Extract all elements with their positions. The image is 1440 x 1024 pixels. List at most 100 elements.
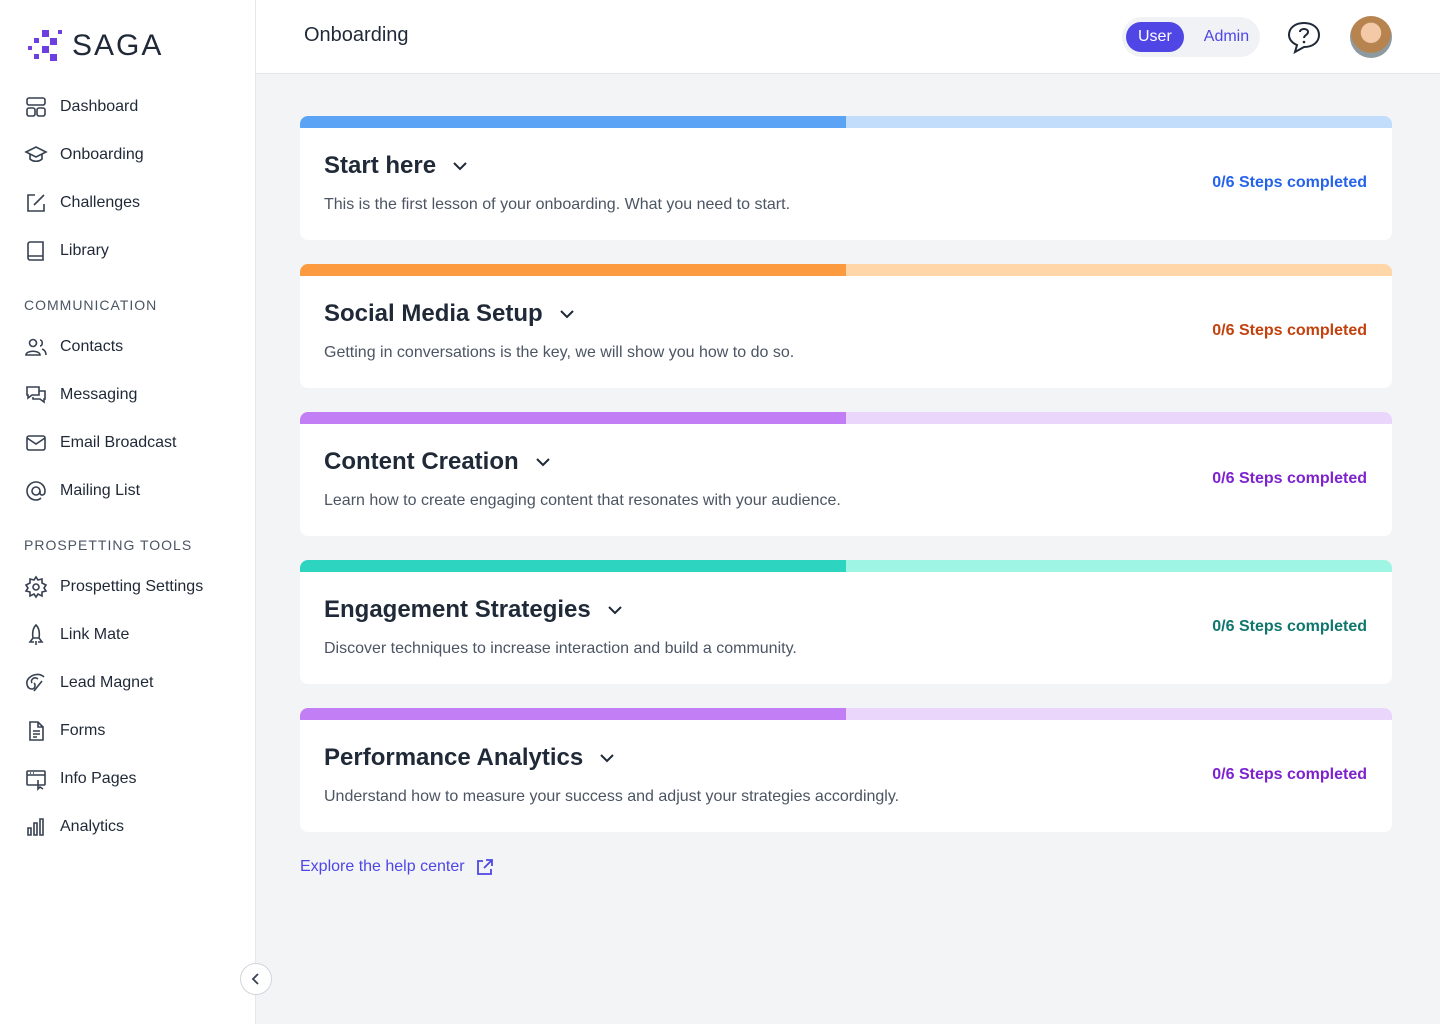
lesson-progress: 0/6 Steps completed xyxy=(1212,618,1367,635)
sidebar: SAGA Dashboard Onboarding Challenges Librar… xyxy=(0,0,272,1024)
lesson-heading: Start here xyxy=(324,152,470,180)
lesson-card[interactable]: Engagement Strategies Discover techniques… xyxy=(300,560,1392,684)
chevron-down[interactable] xyxy=(557,304,577,324)
nav-icon xyxy=(24,146,48,163)
lesson-title: Performance Analytics xyxy=(324,744,584,771)
nav-item[interactable]: Contacts xyxy=(24,323,244,371)
nav-icon xyxy=(26,386,46,404)
nav-icon xyxy=(25,338,47,356)
external-icon xyxy=(476,859,493,875)
lesson-title: Start here xyxy=(324,152,437,179)
lesson-description: Discover techniques to increase interact… xyxy=(324,640,797,657)
nav-item[interactable]: Challenges xyxy=(24,179,244,227)
nav-icon xyxy=(24,575,48,599)
lesson-description: This is the first lesson of your onboard… xyxy=(324,196,791,213)
nav-item[interactable]: Library xyxy=(24,227,244,275)
brand-name: SAGA xyxy=(72,29,164,62)
nav-item[interactable]: Mailing List xyxy=(24,467,244,515)
bar-right xyxy=(846,116,1392,128)
nav-heading: PROSPETTING TOOLS xyxy=(24,537,193,553)
bar-right xyxy=(846,560,1392,572)
nav-icon xyxy=(26,97,46,117)
nav-label: Library xyxy=(60,242,109,259)
lesson-description: Understand how to measure your success a… xyxy=(324,788,900,805)
page-title: Onboarding xyxy=(304,24,409,46)
nav-label: Onboarding xyxy=(60,146,144,163)
lesson-bar xyxy=(300,264,1392,276)
help-link[interactable]: Explore the help center xyxy=(300,857,495,877)
lesson-progress: 0/6 Steps completed xyxy=(1212,174,1367,191)
lesson-card[interactable]: Performance Analytics Understand how to m… xyxy=(300,708,1392,832)
lesson-title: Engagement Strategies xyxy=(324,596,591,623)
bar-right xyxy=(846,264,1392,276)
lesson-heading: Engagement Strategies xyxy=(324,596,625,624)
bar-left xyxy=(300,708,846,720)
nav-item[interactable]: Lead Magnet xyxy=(24,659,244,707)
lesson-description: Learn how to create engaging content tha… xyxy=(324,492,841,509)
bar-right xyxy=(846,412,1392,424)
nav-icon xyxy=(26,770,46,791)
help-link-text: Explore the help center xyxy=(300,858,465,875)
toggle-user[interactable]: User xyxy=(1126,22,1184,52)
bar-left xyxy=(300,264,846,276)
nav-item[interactable]: Onboarding xyxy=(24,131,244,179)
nav: Dashboard Onboarding Challenges Library COMM… xyxy=(24,83,244,851)
avatar[interactable] xyxy=(1350,16,1392,58)
logo xyxy=(28,30,62,61)
nav-item[interactable]: Info Pages xyxy=(24,755,244,803)
nav-label: Prospetting Settings xyxy=(60,578,204,595)
nav-label: Link Mate xyxy=(60,626,130,643)
role-toggle: User Admin xyxy=(1122,17,1260,57)
lesson-progress: 0/6 Steps completed xyxy=(1212,470,1367,487)
toggle-admin[interactable]: Admin xyxy=(1203,28,1250,45)
chevron-down[interactable] xyxy=(450,156,470,176)
lesson-bar xyxy=(300,412,1392,424)
lesson-heading: Social Media Setup xyxy=(324,300,577,328)
chevron-down[interactable] xyxy=(533,452,553,472)
nav-label: Dashboard xyxy=(60,98,139,115)
nav-item[interactable]: Dashboard xyxy=(24,83,244,131)
nav-icon xyxy=(28,623,44,645)
nav-icon xyxy=(26,435,46,451)
nav-heading: COMMUNICATION xyxy=(24,297,158,313)
bar-left xyxy=(300,116,846,128)
nav-item[interactable]: Forms xyxy=(24,707,244,755)
lesson-list: Start here This is the first lesson of yo… xyxy=(300,116,1392,856)
nav-item[interactable]: Analytics xyxy=(24,803,244,851)
bar-right xyxy=(846,708,1392,720)
lesson-heading: Content Creation xyxy=(324,448,553,476)
nav-item[interactable]: Email Broadcast xyxy=(24,419,244,467)
lesson-title: Social Media Setup xyxy=(324,300,543,327)
nav-label: Mailing List xyxy=(60,482,141,499)
chevron-down[interactable] xyxy=(597,748,617,768)
lesson-bar xyxy=(300,560,1392,572)
lesson-card[interactable]: Content Creation Learn how to create enga… xyxy=(300,412,1392,536)
nav-icon xyxy=(27,194,45,212)
chevron-left xyxy=(251,973,259,985)
lesson-description: Getting in conversations is the key, we … xyxy=(324,344,795,361)
nav-icon xyxy=(26,481,46,501)
lesson-progress: 0/6 Steps completed xyxy=(1212,766,1367,783)
lesson-card[interactable]: Social Media Setup Getting in conversatio… xyxy=(300,264,1392,388)
help-icon[interactable] xyxy=(1286,20,1322,54)
nav-icon xyxy=(26,673,45,692)
nav-item[interactable]: Link Mate xyxy=(24,611,244,659)
bar-left xyxy=(300,412,846,424)
brand[interactable]: SAGA xyxy=(28,28,163,64)
lesson-card[interactable]: Start here This is the first lesson of yo… xyxy=(300,116,1392,240)
lesson-bar xyxy=(300,116,1392,128)
header: Onboarding User Admin xyxy=(256,0,1440,74)
nav-label: Analytics xyxy=(60,818,125,835)
chevron-down[interactable] xyxy=(605,600,625,620)
nav-label: Lead Magnet xyxy=(60,674,154,691)
nav-item[interactable]: Messaging xyxy=(24,371,244,419)
nav-item[interactable]: Prospetting Settings xyxy=(24,563,244,611)
nav-icon xyxy=(27,818,44,836)
nav-label: Contacts xyxy=(60,338,124,355)
collapse-button[interactable] xyxy=(240,963,272,995)
nav-label: Forms xyxy=(60,722,106,739)
nav-label: Email Broadcast xyxy=(60,434,177,451)
nav-label: Challenges xyxy=(60,194,141,211)
